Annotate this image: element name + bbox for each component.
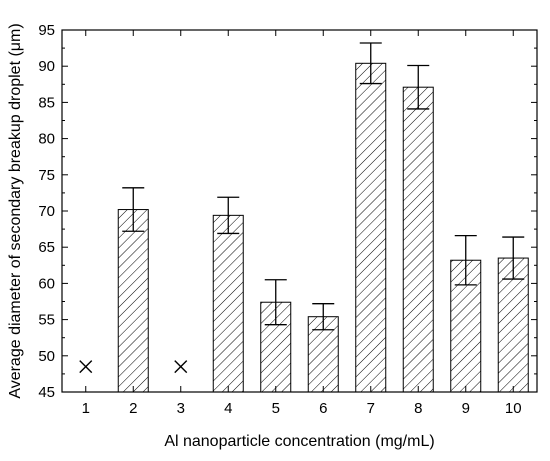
x-tick-label-10: 10 [505, 400, 522, 417]
x-tick-label-2: 2 [129, 400, 137, 417]
bar-8 [402, 86, 434, 393]
no-data-marker-3 [174, 360, 188, 374]
bar-7 [355, 62, 387, 393]
y-tick-label-90: 90 [38, 58, 55, 75]
y-tick-label-45: 45 [38, 384, 55, 401]
x-axis-title: Al nanoparticle concentration (mg/mL) [164, 433, 434, 450]
no-data-markers [79, 360, 188, 374]
x-tick-label-7: 7 [367, 400, 375, 417]
bar-10 [497, 257, 529, 393]
x-tick-label-8: 8 [414, 400, 422, 417]
x-tick-label-3: 3 [177, 400, 185, 417]
y-tick-label-55: 55 [38, 312, 55, 329]
no-data-marker-1 [79, 360, 93, 374]
x-tick-label-6: 6 [319, 400, 327, 417]
bar-2 [117, 209, 149, 393]
y-axis: 45 50 55 60 65 70 75 80 85 90 95 [38, 22, 537, 401]
bars [117, 62, 529, 393]
y-tick-label-80: 80 [38, 131, 55, 148]
y-tick-label-65: 65 [38, 239, 55, 256]
y-tick-label-85: 85 [38, 94, 55, 111]
y-tick-label-70: 70 [38, 203, 55, 220]
x-tick-label-5: 5 [272, 400, 280, 417]
x-tick-label-1: 1 [82, 400, 90, 417]
no-data-stroke-b [79, 360, 93, 374]
x-axis: 1 2 3 4 5 6 7 8 9 10 [82, 30, 522, 417]
error-bars [122, 42, 525, 331]
no-data-stroke-b [174, 360, 188, 374]
y-tick-label-50: 50 [38, 348, 55, 365]
y-tick-label-75: 75 [38, 167, 55, 184]
bar-4 [212, 214, 244, 393]
y-tick-label-95: 95 [38, 22, 55, 39]
x-tick-label-4: 4 [224, 400, 232, 417]
y-axis-title: Average diameter of secondary breakup dr… [7, 23, 24, 398]
x-tick-label-9: 9 [462, 400, 470, 417]
y-tick-label-60: 60 [38, 275, 55, 292]
